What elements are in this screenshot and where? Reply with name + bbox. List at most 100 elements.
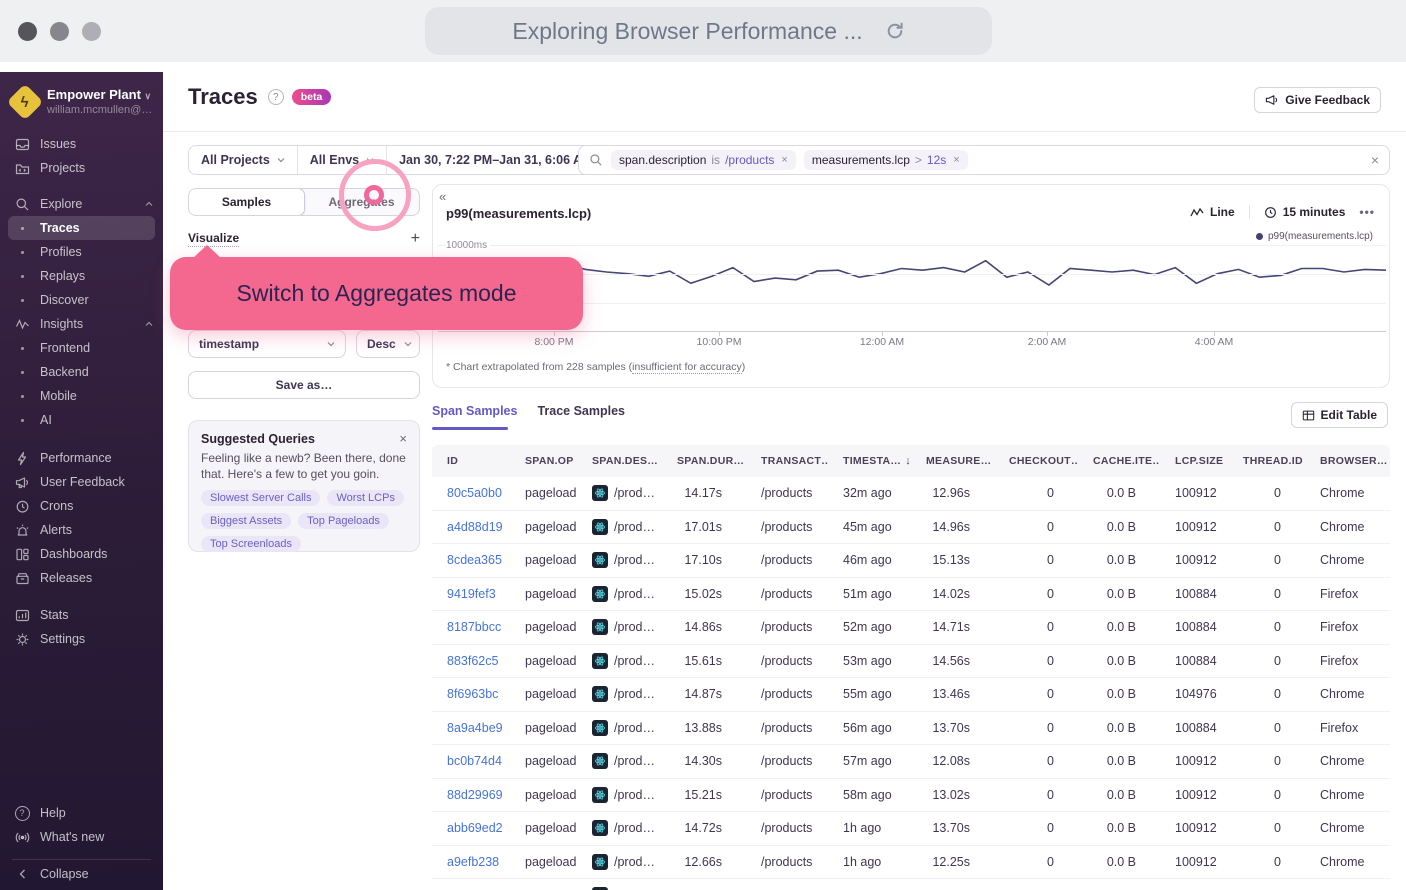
interval-button[interactable]: 15 minutes bbox=[1264, 205, 1345, 219]
sidebar-section-insights[interactable]: Insights bbox=[0, 312, 163, 336]
remove-chip-icon[interactable]: × bbox=[781, 154, 788, 166]
reload-icon[interactable] bbox=[885, 21, 905, 41]
column-header-lcp-size[interactable]: LCP.SIZE bbox=[1175, 455, 1224, 467]
column-header-timestamp[interactable]: TIMESTA… ↓ bbox=[843, 455, 911, 467]
bullet-icon bbox=[14, 226, 30, 230]
sidebar-item-projects[interactable]: Projects bbox=[0, 156, 163, 180]
org-switcher[interactable]: ϟ Empower Plant ∨ william.mcmullen@… bbox=[0, 72, 163, 121]
column-header-transaction[interactable]: TRANSACT… bbox=[761, 455, 828, 467]
collapse-panel-icon[interactable]: « bbox=[439, 189, 447, 204]
line-series bbox=[438, 259, 1386, 286]
react-platform-icon bbox=[592, 485, 608, 502]
tab-samples[interactable]: Samples bbox=[189, 189, 305, 215]
trace-id-link[interactable]: 883f62c5 bbox=[447, 653, 499, 668]
column-header-id[interactable]: ID bbox=[447, 455, 459, 467]
window-close-button[interactable] bbox=[18, 22, 37, 41]
sidebar-item-user-feedback[interactable]: User Feedback bbox=[0, 470, 163, 494]
bullet-icon bbox=[14, 250, 30, 254]
tab-trace-samples[interactable]: Trace Samples bbox=[537, 404, 626, 418]
sidebar-item-stats[interactable]: Stats bbox=[0, 603, 163, 627]
column-header-span-duration[interactable]: SPAN.DUR… bbox=[677, 455, 745, 467]
react-platform-icon bbox=[592, 719, 608, 736]
x-axis-labels: 8:00 PM 10:00 PM 12:00 AM 2:00 AM 4:00 AM bbox=[438, 336, 1386, 350]
trace-id-link[interactable]: abb69ed2 bbox=[447, 821, 503, 836]
sidebar-item-whats-new[interactable]: What's new bbox=[0, 825, 163, 849]
suggested-query-pill[interactable]: Slowest Server Calls bbox=[201, 490, 321, 507]
sidebar-item-alerts[interactable]: Alerts bbox=[0, 518, 163, 542]
column-header-span-description[interactable]: SPAN.DES… bbox=[592, 455, 659, 467]
sidebar-item-replays[interactable]: Replays bbox=[0, 264, 163, 288]
accuracy-tooltip-link[interactable]: insufficient for accuracy bbox=[632, 361, 742, 374]
table-row: 883f62c5 pageload/prod… 15.61s/products 53m… bbox=[432, 645, 1390, 678]
column-header-browser[interactable]: BROWSER… bbox=[1320, 455, 1388, 467]
trace-id-link[interactable]: 9419fef3 bbox=[447, 586, 496, 601]
sidebar-item-performance[interactable]: Performance bbox=[0, 446, 163, 470]
column-header-checkout[interactable]: CHECKOUT… bbox=[1009, 455, 1078, 467]
sidebar-section-explore[interactable]: Explore bbox=[0, 192, 163, 216]
edit-table-button[interactable]: Edit Table bbox=[1290, 402, 1388, 428]
page-title: Traces bbox=[188, 84, 258, 109]
column-header-measurements[interactable]: MEASURE… bbox=[926, 455, 992, 467]
filter-chip-measurements-lcp[interactable]: measurements.lcp > 12s × bbox=[803, 150, 968, 170]
sidebar-item-frontend[interactable]: Frontend bbox=[0, 336, 163, 360]
sidebar-item-releases[interactable]: Releases bbox=[0, 566, 163, 590]
suggested-query-pill[interactable]: Top Pageloads bbox=[298, 513, 389, 530]
column-header-thread-id[interactable]: THREAD.ID bbox=[1243, 455, 1303, 467]
sidebar-item-settings[interactable]: Settings bbox=[0, 627, 163, 651]
project-filter[interactable]: All Projects bbox=[189, 146, 297, 174]
trace-id-link[interactable]: 8a9a4be9 bbox=[447, 720, 503, 735]
remove-chip-icon[interactable]: × bbox=[953, 154, 960, 166]
overflow-menu-icon[interactable]: ••• bbox=[1359, 205, 1375, 219]
bullet-icon bbox=[14, 274, 30, 278]
suggested-query-pill[interactable]: Worst LCPs bbox=[327, 490, 404, 507]
sidebar-item-issues[interactable]: Issues bbox=[0, 132, 163, 156]
add-visualize-button[interactable]: + bbox=[410, 230, 420, 247]
sidebar-item-traces[interactable]: Traces bbox=[8, 216, 155, 240]
sidebar-item-profiles[interactable]: Profiles bbox=[0, 240, 163, 264]
sidebar-item-mobile[interactable]: Mobile bbox=[0, 384, 163, 408]
trace-id-link[interactable]: a9efb238 bbox=[447, 854, 500, 869]
trace-id-link[interactable]: 8187bbcc bbox=[447, 620, 502, 635]
chart-type-button[interactable]: Line bbox=[1190, 205, 1235, 219]
tab-span-samples[interactable]: Span Samples bbox=[432, 404, 518, 418]
sort-field-select[interactable]: timestamp bbox=[188, 330, 346, 358]
window-zoom-button[interactable] bbox=[82, 22, 101, 41]
trace-id-link[interactable]: 8cdea365 bbox=[447, 553, 502, 568]
trace-id-link[interactable]: 88d29969 bbox=[447, 787, 503, 802]
filter-chip-span-description[interactable]: span.description is /products × bbox=[611, 150, 796, 170]
trace-id-link[interactable]: a4d88d19 bbox=[447, 519, 503, 534]
table-row: 9419fef3 pageload/prod… 15.02s/products 51m… bbox=[432, 578, 1390, 611]
save-as-button[interactable]: Save as… bbox=[188, 371, 420, 399]
suggested-query-pill[interactable]: Biggest Assets bbox=[201, 513, 292, 530]
column-header-cache-item[interactable]: CACHE.ITE… bbox=[1093, 455, 1160, 467]
sidebar-item-crons[interactable]: Crons bbox=[0, 494, 163, 518]
trace-id-link[interactable]: bc0b74d4 bbox=[447, 754, 502, 769]
sidebar-item-dashboards[interactable]: Dashboards bbox=[0, 542, 163, 566]
trace-id-link[interactable]: 8f6963bc bbox=[447, 687, 499, 702]
column-header-span-op[interactable]: SPAN.OP bbox=[525, 455, 574, 467]
help-icon: ? bbox=[14, 805, 30, 821]
give-feedback-button[interactable]: Give Feedback bbox=[1254, 87, 1381, 113]
window-minimize-button[interactable] bbox=[50, 22, 69, 41]
window-controls bbox=[18, 22, 101, 41]
environment-filter[interactable]: All Envs bbox=[296, 146, 386, 174]
search-query-bar[interactable]: span.description is /products × measurem… bbox=[578, 145, 1390, 175]
table-body: 80c5a0b0 pageload/prod… 14.17s/products 32m… bbox=[432, 477, 1390, 890]
sidebar-item-ai[interactable]: AI bbox=[0, 408, 163, 432]
span-description: /prod… bbox=[614, 687, 655, 702]
table-row: a9efb238 pageload/prod… 12.66s/products 1h … bbox=[432, 846, 1390, 879]
sidebar-item-backend[interactable]: Backend bbox=[0, 360, 163, 384]
close-icon[interactable]: × bbox=[399, 431, 407, 446]
sidebar-item-help[interactable]: ? Help bbox=[0, 801, 163, 825]
sort-direction-select[interactable]: Desc bbox=[356, 330, 420, 358]
table-row: 88d29969 pageload/prod… 15.21s/products 58m… bbox=[432, 779, 1390, 812]
help-tooltip-icon[interactable]: ? bbox=[267, 89, 284, 105]
clear-search-icon[interactable]: × bbox=[1370, 152, 1379, 168]
sidebar-item-discover[interactable]: Discover bbox=[0, 288, 163, 312]
sidebar-collapse-button[interactable]: Collapse bbox=[0, 866, 163, 890]
browser-address-bar[interactable]: Exploring Browser Performance ... bbox=[425, 7, 992, 55]
trace-id-link[interactable]: 80c5a0b0 bbox=[447, 486, 502, 501]
tab-aggregates[interactable]: Aggregates bbox=[328, 195, 395, 209]
suggested-query-pill[interactable]: Top Screenloads bbox=[201, 536, 301, 553]
